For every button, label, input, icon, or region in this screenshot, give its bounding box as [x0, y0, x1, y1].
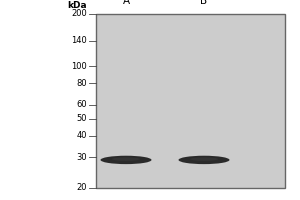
- Ellipse shape: [190, 157, 218, 161]
- Ellipse shape: [112, 157, 140, 161]
- Text: 20: 20: [76, 184, 87, 192]
- Bar: [96, 14, 285, 188]
- Text: 80: 80: [76, 79, 87, 88]
- Text: 100: 100: [71, 62, 87, 71]
- Ellipse shape: [178, 156, 230, 164]
- Text: 40: 40: [76, 131, 87, 140]
- Text: 140: 140: [71, 36, 87, 45]
- Text: kDa: kDa: [68, 1, 87, 10]
- Text: 30: 30: [76, 153, 87, 162]
- Text: 50: 50: [76, 114, 87, 123]
- Text: A: A: [122, 0, 130, 6]
- Text: 60: 60: [76, 100, 87, 109]
- Text: B: B: [200, 0, 208, 6]
- Ellipse shape: [100, 156, 152, 164]
- Text: 200: 200: [71, 9, 87, 18]
